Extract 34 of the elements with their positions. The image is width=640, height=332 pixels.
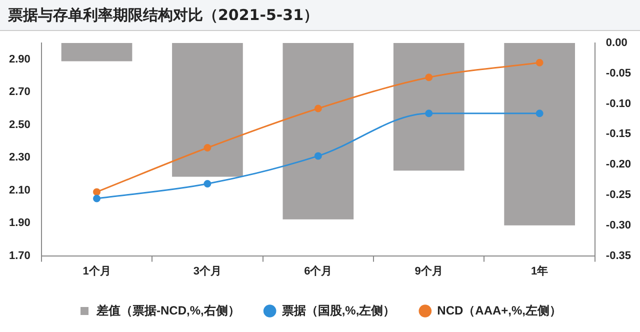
y2-tick-label: -0.20 [606,158,632,171]
point [425,74,433,82]
y2-tick-label: -0.15 [606,128,632,140]
y2-tick-label: -0.30 [606,219,632,232]
point [536,110,544,118]
y-tick-label: 2.10 [8,184,30,196]
legend-label: 差值（票据-NCD,%,右侧） [95,303,240,318]
point [425,110,433,118]
x-tick-label: 9个月 [414,264,443,278]
x-tick-label: 6个月 [304,264,332,278]
point [314,152,322,160]
x-tick-label: 1个月 [82,264,111,278]
y-tick-label: 1.90 [8,217,30,230]
y-tick-label: 1.70 [8,250,30,262]
x-tick-label: 3个月 [193,264,222,278]
legend-label: 票据（国股,%,左侧） [280,303,396,318]
y2-tick-label: -0.05 [606,67,632,80]
y2-tick-label: -0.10 [606,98,632,110]
y2-tick-label: -0.35 [606,250,632,262]
point [536,58,544,66]
y-tick-label: 2.90 [8,53,30,66]
point [93,188,101,196]
point [204,144,212,152]
chart-title: 票据与存单利率期限结构对比（2021-5-31） [0,0,640,31]
point [204,180,212,188]
y-tick-label: 2.30 [8,152,30,164]
point [93,194,101,202]
point [314,104,322,112]
y2-tick-label: -0.25 [606,189,632,202]
x-tick-label: 1年 [531,264,548,278]
y-tick-label: 2.50 [8,118,30,131]
y-tick-label: 2.70 [8,86,30,98]
y2-tick-label: 0.00 [606,37,628,50]
legend-label: NCD（AAA+,%,左侧） [437,303,562,318]
